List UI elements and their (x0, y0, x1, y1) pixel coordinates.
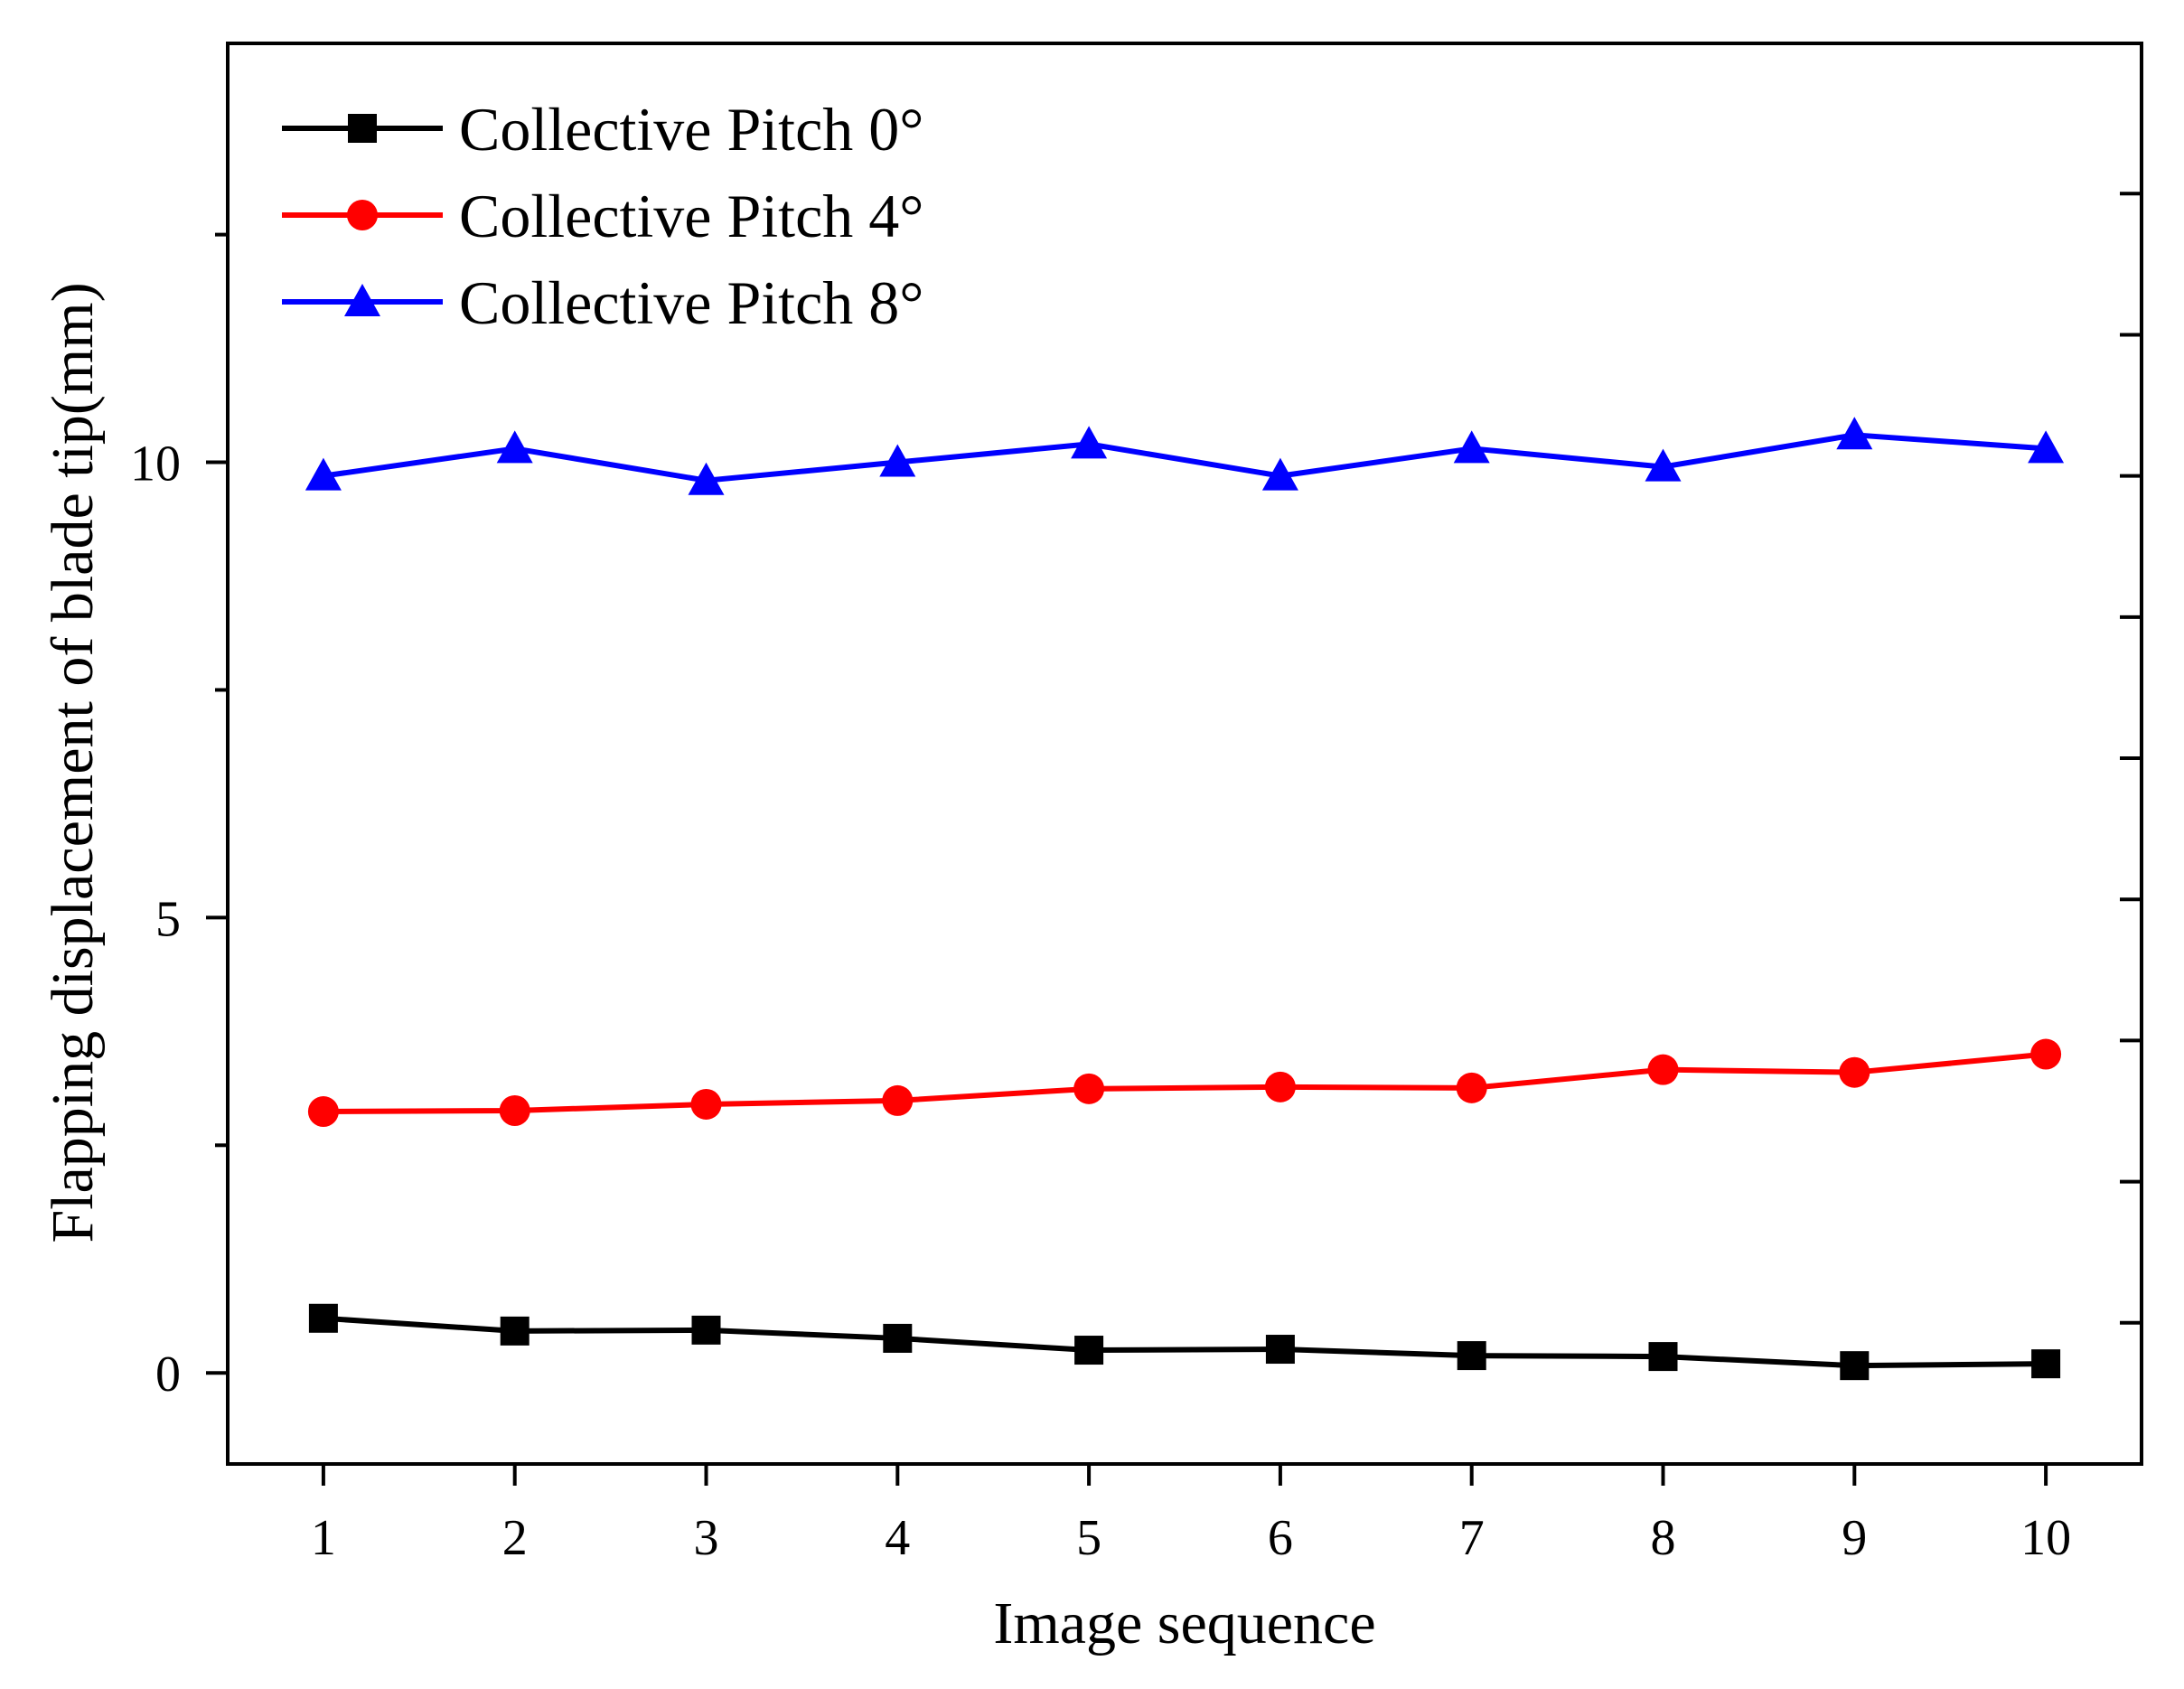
x-tick-label: 7 (1459, 1510, 1485, 1566)
data-point (1074, 1336, 1104, 1365)
data-point (1648, 1342, 1678, 1372)
data-point (1456, 1072, 1487, 1103)
legend-marker (347, 200, 378, 230)
x-tick-label: 9 (1842, 1510, 1867, 1566)
legend-marker (344, 284, 380, 316)
data-point (499, 1095, 530, 1127)
data-point (688, 462, 725, 495)
series-line (323, 1051, 2047, 1115)
x-tick-label: 4 (885, 1510, 910, 1566)
data-point (879, 444, 916, 477)
x-axis-title: Image sequence (993, 1590, 1375, 1656)
x-tick-label: 8 (1651, 1510, 1676, 1566)
plot-frame (226, 42, 2143, 1466)
y-axis-title: Flapping displacement of blade tip(mm) (40, 282, 106, 1243)
legend-item: Collective Pitch 0° (282, 95, 923, 164)
x-tick-label: 10 (2020, 1510, 2071, 1566)
series-line (323, 432, 2047, 483)
data-point (2030, 1038, 2062, 1070)
legend-label: Collective Pitch 8° (459, 268, 923, 337)
series-layer (305, 417, 2065, 1381)
series-line (323, 1315, 2047, 1369)
data-point (305, 457, 342, 491)
data-point (1071, 426, 1108, 459)
axis-ticks (206, 192, 2142, 1486)
data-point (496, 430, 533, 464)
legend-label: Collective Pitch 0° (459, 95, 923, 164)
y-tick-label: 10 (130, 436, 181, 493)
data-point (307, 1096, 339, 1128)
data-point (1457, 1341, 1486, 1371)
y-tick-label: 5 (155, 891, 181, 947)
data-point (1453, 430, 1490, 464)
data-point (690, 1088, 722, 1120)
x-tick-label: 5 (1076, 1510, 1101, 1566)
x-tick-label: 6 (1268, 1510, 1293, 1566)
data-point (1073, 1073, 1105, 1104)
legend-item: Collective Pitch 4° (282, 182, 923, 250)
series-triangle (305, 417, 2065, 495)
x-tick-label: 1 (311, 1510, 336, 1566)
data-point (1647, 1054, 1679, 1085)
legend: Collective Pitch 0° Collective Pitch 4° Co… (282, 95, 923, 337)
data-point (1261, 457, 1298, 491)
series-circle (307, 1038, 2062, 1128)
data-point (883, 1323, 913, 1353)
x-tick-label: 2 (502, 1510, 528, 1566)
axis-tick-labels: 1 2 3 4 5 6 7 8 9 10 0 5 10 (130, 436, 2071, 1566)
y-tick-label: 0 (155, 1347, 181, 1403)
x-tick-label: 3 (694, 1510, 719, 1566)
data-point (1264, 1071, 1296, 1103)
series-square (308, 1303, 2061, 1381)
data-point (1645, 448, 1682, 482)
data-point (308, 1303, 338, 1333)
legend-item: Collective Pitch 8° (282, 268, 923, 337)
data-point (2028, 430, 2065, 464)
legend-marker (348, 114, 377, 143)
data-point (1265, 1335, 1295, 1365)
data-point (1840, 1351, 1870, 1381)
data-point (1839, 1056, 1870, 1088)
data-point (691, 1315, 721, 1345)
data-point (882, 1084, 914, 1116)
data-point (1836, 417, 1873, 450)
data-point (500, 1316, 530, 1346)
data-point (2031, 1349, 2061, 1379)
legend-label: Collective Pitch 4° (459, 182, 923, 250)
